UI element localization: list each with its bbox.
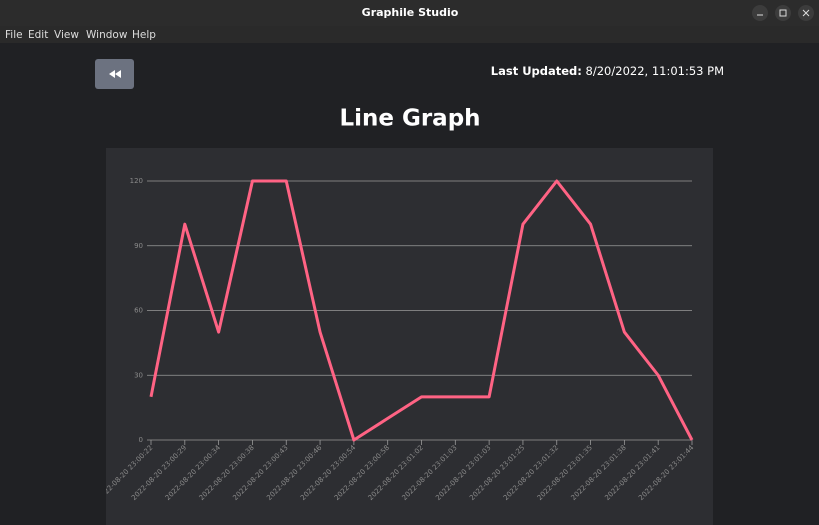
menu-item[interactable]: Window xyxy=(86,29,128,41)
menu: File Edit View Window Help xyxy=(5,29,156,41)
window-title: Graphile Studio xyxy=(362,6,459,19)
updated-value: 8/20/2022, 11:01:53 PM xyxy=(586,64,724,78)
menu-item[interactable]: Edit xyxy=(28,29,48,41)
y-tick-label: 60 xyxy=(134,307,143,315)
last-updated: Last Updated: 8/20/2022, 11:01:53 PM xyxy=(491,64,724,78)
back-icon xyxy=(109,70,121,78)
close-icon xyxy=(802,9,810,17)
menu-item[interactable]: File xyxy=(5,29,23,41)
chart-title: Line Graph xyxy=(339,106,480,132)
y-tick-label: 90 xyxy=(134,242,143,250)
data-line xyxy=(149,179,694,442)
maximize-icon xyxy=(779,9,787,17)
menu-bar xyxy=(0,26,819,43)
maximize-button[interactable] xyxy=(775,5,791,21)
menu-item[interactable]: Help xyxy=(132,29,156,41)
minimize-button[interactable] xyxy=(752,5,768,21)
y-tick-label: 30 xyxy=(134,371,143,379)
chart-panel xyxy=(106,148,713,525)
menu-item[interactable]: View xyxy=(54,29,79,41)
y-tick-label: 120 xyxy=(130,177,143,185)
updated-label: Last Updated: xyxy=(491,64,582,78)
y-tick-label: 0 xyxy=(139,436,143,444)
title-bar xyxy=(0,0,819,26)
